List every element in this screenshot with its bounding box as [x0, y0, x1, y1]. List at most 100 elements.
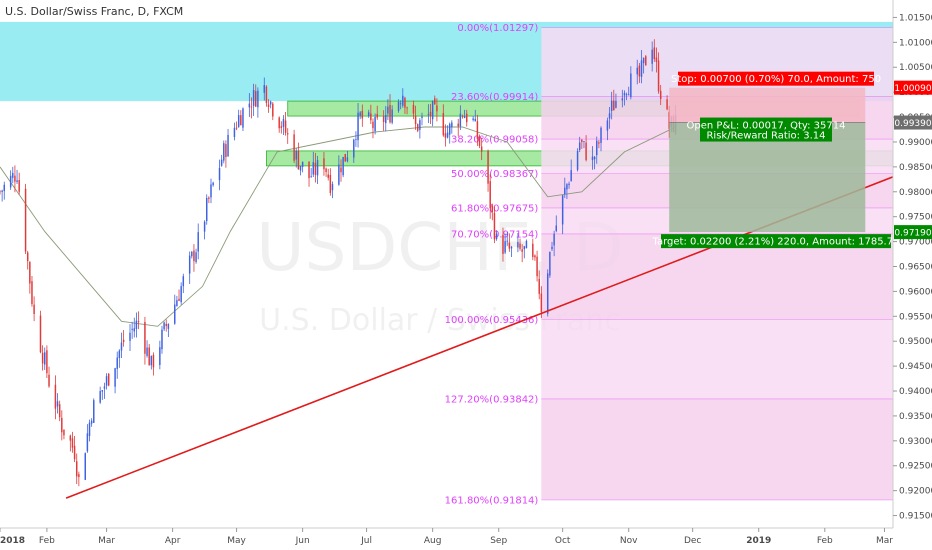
candle-body: [359, 112, 361, 116]
candle-body: [406, 107, 408, 109]
candle-body: [267, 104, 270, 108]
candle-body: [242, 108, 244, 128]
candle-body: [523, 246, 526, 250]
candle-body: [195, 252, 197, 263]
candle-body: [282, 119, 285, 127]
candle-body: [174, 304, 176, 324]
candle-body: [24, 188, 27, 252]
candle-body: [546, 273, 549, 314]
candle-body: [235, 127, 238, 129]
moving-average-layer: [0, 126, 676, 327]
fib-level-label: 127.20%(0.93842): [445, 394, 539, 405]
candle-body: [178, 298, 180, 301]
candle-body: [314, 162, 317, 175]
candle-body: [382, 116, 385, 122]
candle-body: [630, 73, 632, 98]
candle-body: [280, 126, 283, 128]
candle-body: [491, 205, 494, 213]
candle-body: [353, 139, 355, 158]
candle-body: [489, 181, 491, 209]
candle-body: [165, 323, 167, 327]
price-tag-box: [894, 80, 932, 95]
candle-body: [284, 120, 287, 133]
candle-body: [493, 212, 496, 240]
candle-body: [502, 234, 504, 254]
candle-body: [325, 168, 327, 173]
candle-body: [58, 404, 61, 418]
target-label-box: [661, 234, 891, 249]
candle-body: [372, 121, 374, 129]
y-tick-label: 1.01500: [899, 13, 932, 23]
y-tick-label: 0.91500: [899, 512, 932, 522]
candle-body: [167, 323, 170, 329]
candle-body: [240, 115, 242, 126]
candle-body: [225, 144, 227, 158]
candle-body: [536, 256, 538, 277]
candle-body: [148, 347, 150, 366]
candle-body: [427, 114, 430, 116]
candle-body: [570, 170, 572, 182]
candle-body: [534, 255, 536, 258]
candle-body: [457, 123, 459, 127]
candle-body: [591, 156, 594, 161]
candle-body: [329, 174, 332, 193]
candle-body: [651, 49, 653, 64]
candle-body: [16, 180, 18, 182]
candle-body: [653, 47, 656, 59]
fib-level-label: 161.80%(0.91814): [445, 495, 539, 506]
candle-body: [446, 132, 449, 138]
candle-body: [636, 67, 638, 75]
candle-body: [71, 438, 74, 448]
candle-body: [1, 190, 3, 192]
candle-body: [93, 400, 95, 423]
candle-body: [434, 98, 436, 105]
candle-body: [436, 105, 438, 112]
candle-body: [504, 241, 506, 253]
pnl-label-box: [700, 117, 832, 142]
candle-body: [538, 278, 540, 294]
candle-body: [517, 242, 519, 248]
candle-body: [133, 328, 136, 332]
price-tag-box: [894, 115, 932, 130]
candle-body: [144, 322, 146, 354]
candle-body: [414, 115, 417, 125]
candle-body: [627, 94, 630, 96]
candle-body: [532, 243, 534, 257]
candle-body: [263, 85, 266, 93]
candle-body: [596, 140, 598, 156]
candle-body: [116, 357, 118, 369]
candle-body: [44, 352, 46, 365]
candle-body: [474, 118, 477, 121]
candle-body: [101, 390, 104, 392]
candle-body: [555, 225, 558, 231]
candle-body: [9, 175, 12, 188]
chart-title: U.S. Dollar/Swiss Franc, D, FXCM: [5, 5, 183, 18]
x-tick-label: Aug: [424, 536, 442, 546]
candle-body: [459, 113, 462, 127]
candle-body: [564, 187, 566, 195]
x-tick-label: Feb: [39, 536, 55, 546]
candle-body: [227, 134, 229, 157]
candle-body: [210, 184, 212, 198]
candle-body: [476, 121, 479, 139]
candle-body: [212, 182, 214, 186]
rr-label: Risk/Reward Ratio: 3.14: [706, 131, 825, 142]
candle-body: [585, 142, 587, 161]
candle-body: [340, 167, 342, 173]
candle-body: [250, 106, 253, 108]
candle-body: [252, 90, 255, 106]
candle-body: [299, 165, 302, 171]
fib-level-label: 38.20%(0.99058): [451, 135, 538, 146]
candle-body: [84, 453, 86, 480]
candle-body: [265, 86, 268, 104]
fib-band: [541, 27, 893, 97]
candle-body: [69, 435, 72, 441]
